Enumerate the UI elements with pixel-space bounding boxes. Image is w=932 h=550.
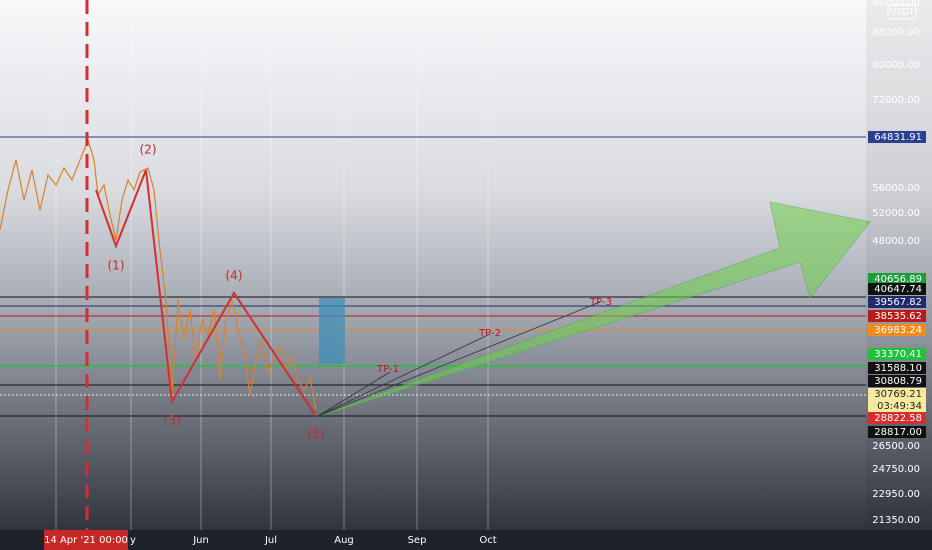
price-tag-text: 28822.58 <box>874 413 922 424</box>
price-tag <box>868 273 926 285</box>
price-tag-text: 40656.89 <box>874 274 922 285</box>
price-tag-text: 30769.21 <box>874 389 922 400</box>
currency-badge <box>887 4 917 20</box>
price-tag <box>868 131 926 143</box>
time-label: Sep <box>408 535 427 546</box>
price-label: 21350.00 <box>872 515 920 526</box>
price-tag-text: 38535.62 <box>874 311 922 322</box>
price-tag <box>868 362 926 374</box>
price-tag <box>868 296 926 308</box>
wave-label: (3) <box>164 414 181 428</box>
cursor-time: 14 Apr '21 00:00 <box>44 535 128 546</box>
grid <box>55 0 489 530</box>
price-line <box>0 138 317 411</box>
wave-path <box>95 169 317 417</box>
time-label: Oct <box>479 535 496 546</box>
target-label: TP-3 <box>589 297 612 308</box>
price-tag <box>868 283 926 295</box>
time-label: Jul <box>264 535 277 546</box>
wave-label: (1) <box>108 259 125 273</box>
price-label: 80000.00 <box>872 60 920 71</box>
time-label: y <box>130 535 136 546</box>
price-label: 22950.00 <box>872 489 920 500</box>
price-label: 52000.00 <box>872 208 920 219</box>
target-label: TP-2 <box>478 328 501 339</box>
price-tag-text: 28817.00 <box>874 427 922 438</box>
price-tag <box>868 310 926 322</box>
price-label: 48000.00 <box>872 236 920 247</box>
time-label: Aug <box>334 535 354 546</box>
price-tag <box>868 412 926 424</box>
price-tag-text: 36983.24 <box>874 325 922 336</box>
time-label: Jun <box>192 535 209 546</box>
wave-label: (2) <box>140 143 157 157</box>
wave-label: (4) <box>226 269 243 283</box>
range-box <box>319 298 345 364</box>
price-tag-text: 33370.41 <box>874 349 922 360</box>
price-tag-text: 39567.82 <box>874 297 922 308</box>
levels <box>0 136 866 417</box>
price-tag-text: 40647.74 <box>874 284 922 295</box>
target-label: TP-1 <box>376 364 399 375</box>
time-axis <box>0 530 932 550</box>
wave-label: (5) <box>308 427 325 441</box>
price-tag <box>868 348 926 360</box>
price-tag <box>868 426 926 438</box>
price-tag <box>868 324 926 336</box>
price-label: 88000.00 <box>872 27 920 38</box>
price-tag-text: 64831.91 <box>874 132 922 143</box>
price-tag-countdown: 03:49:34 <box>877 401 922 412</box>
price-label: 26500.00 <box>872 441 920 452</box>
target-lines <box>317 301 601 417</box>
price-tag-text: 30808.79 <box>874 376 922 387</box>
price-label: 24750.00 <box>872 464 920 475</box>
projection-arrow <box>317 201 871 417</box>
price-tag <box>868 375 926 387</box>
price-label: 96000.00 <box>872 0 920 9</box>
price-tag-text: 31588.10 <box>874 363 922 374</box>
currency: USDT <box>890 8 915 18</box>
price-tag <box>868 388 926 412</box>
price-label: 72000.00 <box>872 95 920 106</box>
price-label: 56000.00 <box>872 183 920 194</box>
cursor-time-box <box>44 530 128 550</box>
